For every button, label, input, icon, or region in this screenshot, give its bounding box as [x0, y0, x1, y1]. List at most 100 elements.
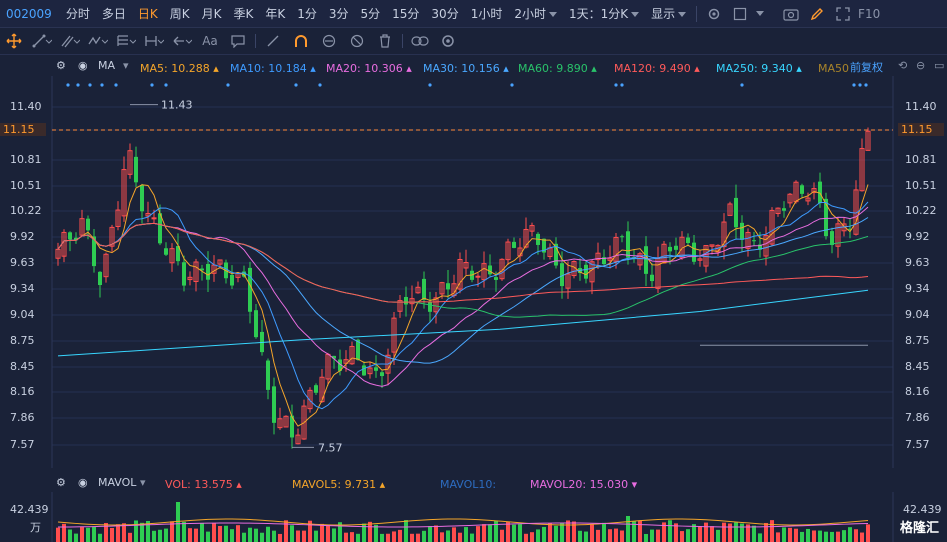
candle-body [494, 277, 498, 280]
period-tab[interactable]: 2小时 [508, 5, 563, 22]
price-tick-label: 11.40 [10, 100, 42, 113]
settings-icon[interactable] [701, 0, 727, 27]
chevron-down-icon[interactable] [756, 11, 765, 16]
volume-bar [866, 524, 870, 542]
candle-body [644, 246, 648, 274]
volume-bar [632, 521, 636, 542]
candle-body [338, 359, 342, 371]
chevron-down-icon[interactable] [631, 12, 640, 17]
stock-code[interactable]: 002009 [6, 6, 52, 21]
pencil-icon[interactable] [804, 0, 830, 27]
candle-body [193, 261, 199, 283]
text-tool-icon[interactable]: Aa [202, 34, 218, 48]
ruler-icon[interactable] [259, 28, 287, 54]
adjust-mode[interactable]: 前复权 [850, 61, 883, 74]
chevron-down-icon[interactable] [678, 12, 687, 17]
volume-bar [170, 521, 174, 542]
eye-icon[interactable]: ◉ [78, 476, 88, 489]
price-tick-label: 10.51 [10, 179, 42, 192]
candle-body [674, 245, 678, 250]
hide-drawing-icon[interactable] [343, 28, 371, 54]
volume-bar [614, 528, 618, 542]
lock-drawing-icon[interactable] [315, 28, 343, 54]
fullscreen-icon[interactable] [830, 0, 856, 27]
ma-value: MA30: 10.156 ▴ [423, 62, 509, 75]
period-tab[interactable]: 多日 [101, 7, 126, 21]
period-tab[interactable]: 分时 [65, 7, 90, 21]
price-tick-label: 9.92 [905, 230, 930, 243]
candle-body [542, 238, 546, 253]
volume-bar [752, 525, 756, 542]
period-tab[interactable]: 年K [265, 7, 286, 21]
candle-body [404, 296, 408, 305]
volume-bar [188, 528, 192, 542]
period-tab[interactable]: 1小时 [470, 7, 503, 21]
candle-body [397, 300, 403, 312]
volume-bar [368, 521, 372, 542]
volume-bar [470, 533, 474, 542]
period-tab[interactable]: 15分 [392, 7, 420, 21]
volume-bar [608, 529, 612, 542]
period-tab[interactable]: 月K [201, 7, 222, 21]
volume-bar [176, 502, 180, 542]
period-tab[interactable]: 日K [137, 7, 158, 21]
period-tab[interactable]: 周K [169, 7, 190, 21]
price-tick-label: 11.15 [0, 123, 46, 136]
period-tab[interactable]: 季K [233, 7, 254, 21]
period-tab[interactable]: 30分 [431, 7, 459, 21]
collapse-icon[interactable]: ▭ [934, 59, 945, 72]
volume-bar [350, 532, 354, 542]
f10-icon[interactable]: F10 [858, 6, 881, 21]
chevron-down-icon[interactable]: ▾ [140, 476, 146, 489]
period-tab[interactable]: 3分 [328, 7, 349, 21]
kline-chart[interactable]: 11.43 7.57 [0, 76, 947, 468]
gear-icon[interactable]: ⚙ [56, 59, 66, 72]
volume-chart[interactable] [0, 492, 947, 542]
period-tab[interactable]: 1分 [297, 7, 317, 21]
volume-bar [458, 532, 462, 542]
volume-bar [56, 527, 60, 542]
candle-body [626, 231, 630, 258]
candle-body [697, 258, 703, 261]
volume-bar [818, 530, 822, 542]
vol-name[interactable]: MAVOL [98, 476, 137, 489]
volume-bar [572, 521, 576, 542]
crosshair-move-icon[interactable] [0, 28, 28, 54]
magnet-icon[interactable] [287, 28, 315, 54]
checkbox-icon[interactable] [727, 0, 753, 27]
candle-body [775, 207, 781, 215]
signal-dot [226, 83, 230, 87]
camera-icon[interactable] [778, 0, 804, 27]
trash-icon[interactable] [371, 28, 399, 54]
ma-name[interactable]: MA [98, 59, 116, 72]
chevron-down-icon[interactable] [548, 12, 557, 17]
signal-dot [510, 83, 514, 87]
volume-bar [236, 525, 240, 542]
comment-tool-icon[interactable] [224, 28, 252, 54]
period-tab[interactable]: 1天：1分K [563, 5, 645, 22]
period-tab[interactable]: 显示 [645, 5, 692, 22]
link-icon[interactable] [406, 28, 434, 54]
candle-body [182, 262, 186, 286]
gear-icon[interactable] [434, 28, 462, 54]
price-tick-label: 8.75 [905, 334, 930, 347]
volume-bar [428, 526, 432, 542]
undo-icon[interactable]: ⟲ [898, 59, 908, 72]
measure-tool-icon[interactable] [140, 28, 168, 54]
fib-tool-icon[interactable] [112, 28, 140, 54]
candle-body [164, 248, 168, 255]
minus-icon[interactable]: ⊖ [916, 59, 926, 72]
chevron-down-icon[interactable]: ▾ [123, 59, 129, 72]
candle-body [661, 243, 667, 264]
volume-bar [374, 524, 378, 542]
wave-tool-icon[interactable] [84, 28, 112, 54]
eye-icon[interactable]: ◉ [78, 59, 88, 72]
gear-icon[interactable]: ⚙ [56, 476, 66, 489]
drawing-toolbar: Aa [0, 28, 947, 55]
candle-body [349, 345, 355, 365]
channel-tool-icon[interactable] [56, 28, 84, 54]
volume-bar [254, 528, 258, 542]
arrow-tool-icon[interactable] [168, 28, 196, 54]
line-tool-icon[interactable] [28, 28, 56, 54]
period-tab[interactable]: 5分 [360, 7, 381, 21]
